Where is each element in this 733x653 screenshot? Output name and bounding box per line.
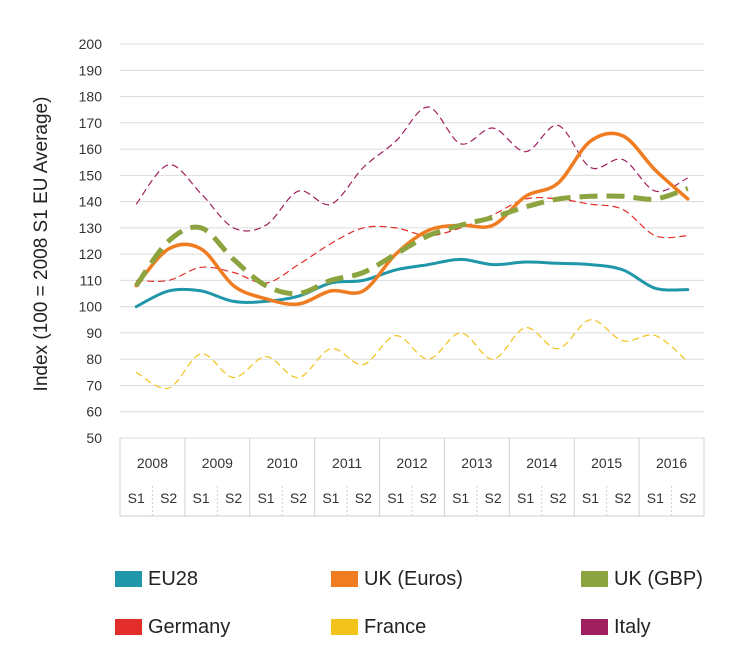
legend-swatch-italy bbox=[581, 619, 608, 635]
y-tick-label: 140 bbox=[79, 194, 103, 210]
series-lines bbox=[134, 106, 690, 390]
y-tick-label: 70 bbox=[86, 377, 102, 393]
legend-item-uk-gbp: UK (GBP) bbox=[581, 566, 703, 592]
x-year-label: 2013 bbox=[461, 455, 492, 471]
x-semester-label: S1 bbox=[322, 490, 339, 506]
y-tick-label: 170 bbox=[79, 115, 103, 131]
y-tick-label: 60 bbox=[86, 404, 102, 420]
legend-label-uk-euros: UK (Euros) bbox=[364, 567, 463, 590]
legend-item-italy: Italy bbox=[581, 614, 651, 640]
grid-lines bbox=[120, 43, 704, 439]
x-semester-label: S2 bbox=[290, 490, 307, 506]
y-tick-label: 80 bbox=[86, 351, 102, 367]
y-tick-label: 190 bbox=[79, 62, 103, 78]
x-semester-label: S2 bbox=[614, 490, 631, 506]
legend: EU28 UK (Euros) UK (GBP) Germany France … bbox=[0, 560, 733, 650]
x-semester-label: S1 bbox=[257, 490, 274, 506]
x-year-label: 2015 bbox=[591, 455, 622, 471]
x-year-label: 2010 bbox=[267, 455, 298, 471]
legend-item-uk-euros: UK (Euros) bbox=[331, 566, 463, 592]
legend-swatch-france bbox=[331, 619, 358, 635]
x-semester-label: S2 bbox=[355, 490, 372, 506]
legend-label-france: France bbox=[364, 615, 427, 638]
x-year-label: 2009 bbox=[202, 455, 233, 471]
series-line-italy bbox=[135, 106, 689, 232]
line-chart: 50 60 70 80 90 100 110 120 130 140 150 160 170 180 190… bbox=[31, 36, 705, 517]
series-line-uk-gbp bbox=[134, 186, 689, 297]
x-semester-label: S2 bbox=[485, 490, 502, 506]
y-axis-label: Index (100 = 2008 S1 EU Average) bbox=[31, 97, 52, 392]
x-semester-label: S1 bbox=[387, 490, 404, 506]
legend-label-uk-gbp: UK (GBP) bbox=[614, 567, 703, 590]
x-year-label: 2008 bbox=[137, 455, 168, 471]
y-tick-label: 130 bbox=[79, 220, 103, 236]
x-semester-label: S1 bbox=[193, 490, 210, 506]
y-tick-label: 150 bbox=[79, 167, 103, 183]
x-semester-label: S1 bbox=[128, 490, 145, 506]
y-tick-labels: 50 60 70 80 90 100 110 120 130 140 150 160 170 180 190… bbox=[79, 36, 103, 446]
legend-swatch-eu28 bbox=[115, 571, 142, 587]
x-year-label: 2016 bbox=[656, 455, 687, 471]
x-semester-label: S1 bbox=[452, 490, 469, 506]
x-semester-label: S2 bbox=[420, 490, 437, 506]
y-tick-label: 50 bbox=[86, 430, 102, 446]
x-semester-label: S2 bbox=[679, 490, 696, 506]
legend-item-germany: Germany bbox=[115, 614, 230, 640]
x-year-label: 2012 bbox=[396, 455, 427, 471]
y-tick-label: 180 bbox=[79, 89, 103, 105]
series-line-germany bbox=[136, 196, 688, 284]
x-semester-label: S1 bbox=[582, 490, 599, 506]
x-semester-label: S2 bbox=[549, 490, 566, 506]
legend-swatch-uk-euros bbox=[331, 571, 358, 587]
legend-label-italy: Italy bbox=[614, 615, 651, 638]
y-tick-label: 110 bbox=[80, 272, 103, 288]
legend-item-eu28: EU28 bbox=[115, 566, 198, 592]
series-line-france bbox=[135, 319, 689, 390]
y-tick-label: 120 bbox=[79, 246, 103, 262]
legend-item-france: France bbox=[331, 614, 426, 640]
series-line-eu28 bbox=[134, 257, 690, 309]
x-semester-label: S2 bbox=[160, 490, 177, 506]
legend-swatch-germany bbox=[115, 619, 142, 635]
x-axis-table: 2008 2009 2010 2011 2012 2013 2014 2015 2016 S1 S2… bbox=[119, 438, 705, 517]
legend-swatch-uk-gbp bbox=[581, 571, 608, 587]
x-year-label: 2014 bbox=[526, 455, 557, 471]
y-tick-label: 90 bbox=[86, 325, 102, 341]
y-tick-label: 100 bbox=[79, 299, 103, 315]
legend-label-germany: Germany bbox=[148, 615, 231, 638]
x-semester-label: S1 bbox=[517, 490, 534, 506]
legend-label-eu28: EU28 bbox=[148, 567, 199, 590]
y-tick-label: 200 bbox=[79, 36, 103, 52]
y-tick-label: 160 bbox=[79, 141, 103, 157]
x-semester-label: S2 bbox=[225, 490, 242, 506]
x-semester-label: S1 bbox=[647, 490, 664, 506]
series-line-uk-euros bbox=[134, 131, 690, 307]
x-year-label: 2011 bbox=[332, 455, 362, 471]
